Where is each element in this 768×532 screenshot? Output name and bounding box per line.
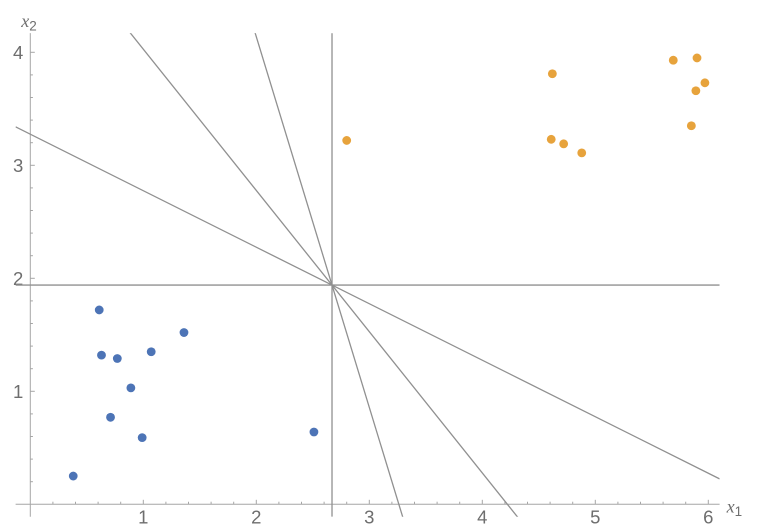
separating-line-slope-1.25 [129, 33, 519, 517]
y-tick-label: 3 [13, 155, 23, 176]
x-tick-label: 4 [477, 506, 487, 527]
y-tick-label: 1 [13, 381, 23, 402]
separating-line-slope-3.28 [254, 33, 404, 517]
y-tick-label: 4 [13, 42, 23, 63]
blue-class-point [126, 383, 136, 393]
orange-class-point [700, 78, 710, 88]
x-tick-label: 3 [364, 506, 374, 527]
blue-class-point [179, 328, 189, 337]
separating-line-slope-0.5 [15, 126, 720, 480]
y-axis-label: x2 [20, 11, 37, 34]
separating-lines [15, 33, 720, 517]
orange-class-point [342, 136, 352, 145]
blue-class-points [68, 305, 319, 481]
blue-class-point [106, 412, 115, 422]
orange-class-point [692, 53, 702, 63]
x-tick-label: 2 [251, 506, 261, 527]
x-tick-label: 5 [590, 506, 600, 527]
orange-class-point [686, 121, 696, 131]
orange-class-point [559, 139, 569, 149]
x-tick-label: 6 [703, 506, 713, 527]
orange-class-point [547, 69, 557, 79]
blue-class-point [94, 305, 104, 315]
y-tick-label: 2 [13, 268, 23, 289]
blue-class-point [146, 347, 156, 357]
x-tick-label: 1 [138, 506, 148, 527]
axes: 1 2 3 4 5 6 1 2 3 4 x1 x2 [13, 11, 742, 527]
blue-class-point [309, 427, 319, 437]
blue-class-point [68, 471, 78, 481]
blue-class-point [97, 350, 106, 360]
orange-class-points [342, 53, 710, 158]
blue-class-point [137, 433, 147, 443]
x-axis-label: x1 [726, 496, 743, 519]
orange-class-point [546, 134, 556, 144]
orange-class-point [668, 55, 678, 65]
orange-class-point [691, 86, 701, 96]
blue-class-point [112, 354, 122, 363]
orange-class-point [577, 148, 587, 158]
